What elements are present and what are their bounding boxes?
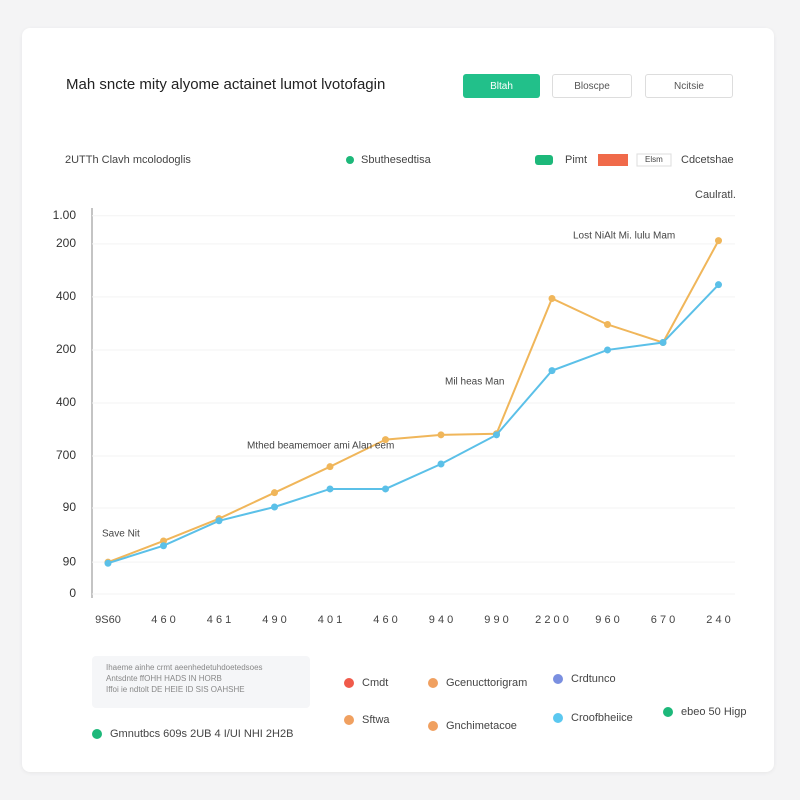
annotation: Mthed beamemoer ami Alan eem [247, 441, 394, 452]
point [548, 367, 556, 375]
x-tick-label: 4 6 0 [373, 614, 397, 626]
note-line: Iffoi ie ndtolt DE HEIE ID SIS OAHSHE [106, 685, 245, 694]
point [493, 431, 500, 439]
legend-label: Cdcetshae [681, 154, 734, 166]
legend-label: Sftwa [362, 714, 390, 726]
point [104, 559, 112, 567]
chart-title: 2UTTh Clavh mcolodoglis [65, 154, 191, 166]
point [604, 346, 611, 354]
legend-dot [553, 713, 563, 723]
page-title: Mah sncte mity alyome actainet lumot lvo… [66, 76, 386, 93]
footer: Gmnutbcs 609s 2UB 4 I/UI NHI 2H2B [110, 728, 293, 740]
legend-dot [346, 156, 354, 164]
legend-label: ebeo 50 Higp [681, 706, 746, 718]
point [215, 517, 223, 525]
annotation: Mil heas Man [445, 377, 504, 388]
annotation: Save Nit [102, 529, 140, 540]
y-tick-label: 700 [56, 448, 76, 462]
legend-label: Cmdt [362, 677, 388, 689]
x-tick-label: 9 6 0 [595, 614, 619, 626]
button[interactable]: Ncitsie [645, 74, 733, 98]
note: Ihaeme ainhe crmt aeenhedetuhdoetedsoes … [92, 656, 310, 708]
point [437, 460, 445, 468]
button[interactable]: Bltah [463, 74, 540, 98]
line [107, 240, 720, 564]
point [326, 463, 334, 471]
y-tick-label: 90 [63, 554, 77, 568]
legend-label: Pimt [565, 154, 587, 166]
legend-swatch [535, 155, 553, 165]
y-tick-label: 0 [69, 586, 76, 600]
button[interactable]: Bloscpe [552, 74, 632, 98]
y-tick-label: 1.00 [53, 208, 77, 222]
legend-dot [663, 707, 673, 717]
point [160, 542, 167, 550]
note-line: Ihaeme ainhe crmt aeenhedetuhdoetedsoes [106, 663, 263, 672]
x-tick-label: 4 0 1 [318, 614, 342, 626]
legend-dot [428, 678, 438, 688]
legend-label: Gcenucttorigram [446, 677, 527, 689]
x-tick-label: 2 4 0 [706, 614, 730, 626]
legend-label: Gnchimetacoe [446, 720, 517, 732]
x-tick-label: 9 9 0 [484, 614, 508, 626]
point [326, 485, 334, 493]
legend-label: Sbuthesedtisa [361, 154, 432, 166]
point [437, 431, 445, 439]
legend-dot [344, 715, 354, 725]
x-tick-label: 2 2 0 0 [535, 614, 569, 626]
footer-dot [92, 729, 102, 739]
legend-label: Crdtunco [571, 673, 616, 685]
point [548, 294, 556, 302]
legend-label: Elsm [645, 155, 663, 164]
x-tick-label: 6 7 0 [651, 614, 675, 626]
legend-dot [428, 721, 438, 731]
point [659, 339, 667, 347]
x-tick-label: 4 6 1 [207, 614, 231, 626]
point [382, 436, 389, 444]
x-tick-label: 9 4 0 [429, 614, 453, 626]
x-tick-label: 4 9 0 [262, 614, 286, 626]
legend-dot [344, 678, 354, 688]
y-tick-label: 200 [56, 236, 76, 250]
point [271, 503, 278, 511]
point [604, 320, 611, 328]
legend-label: Croofbheiice [571, 712, 633, 724]
y-tick-label: 90 [63, 500, 77, 514]
y-tick-label: 200 [56, 342, 76, 356]
x-tick-label: 4 6 0 [151, 614, 175, 626]
point [382, 485, 389, 493]
point [715, 281, 722, 289]
corner-label: Caulratl. [695, 189, 736, 201]
y-tick-label: 400 [56, 395, 76, 409]
annotation: Lost NiAlt Mi. lulu Mam [573, 231, 675, 242]
point [271, 489, 278, 497]
point [715, 237, 722, 245]
line [107, 283, 720, 565]
note-line: Antsdnte ffOHH HADS IN HORB [106, 674, 222, 683]
x-tick-label: 9S60 [95, 614, 121, 626]
legend-swatch [598, 154, 628, 166]
y-tick-label: 400 [56, 289, 76, 303]
legend-swatch [636, 153, 672, 167]
legend-dot [553, 674, 563, 684]
card [22, 28, 774, 772]
